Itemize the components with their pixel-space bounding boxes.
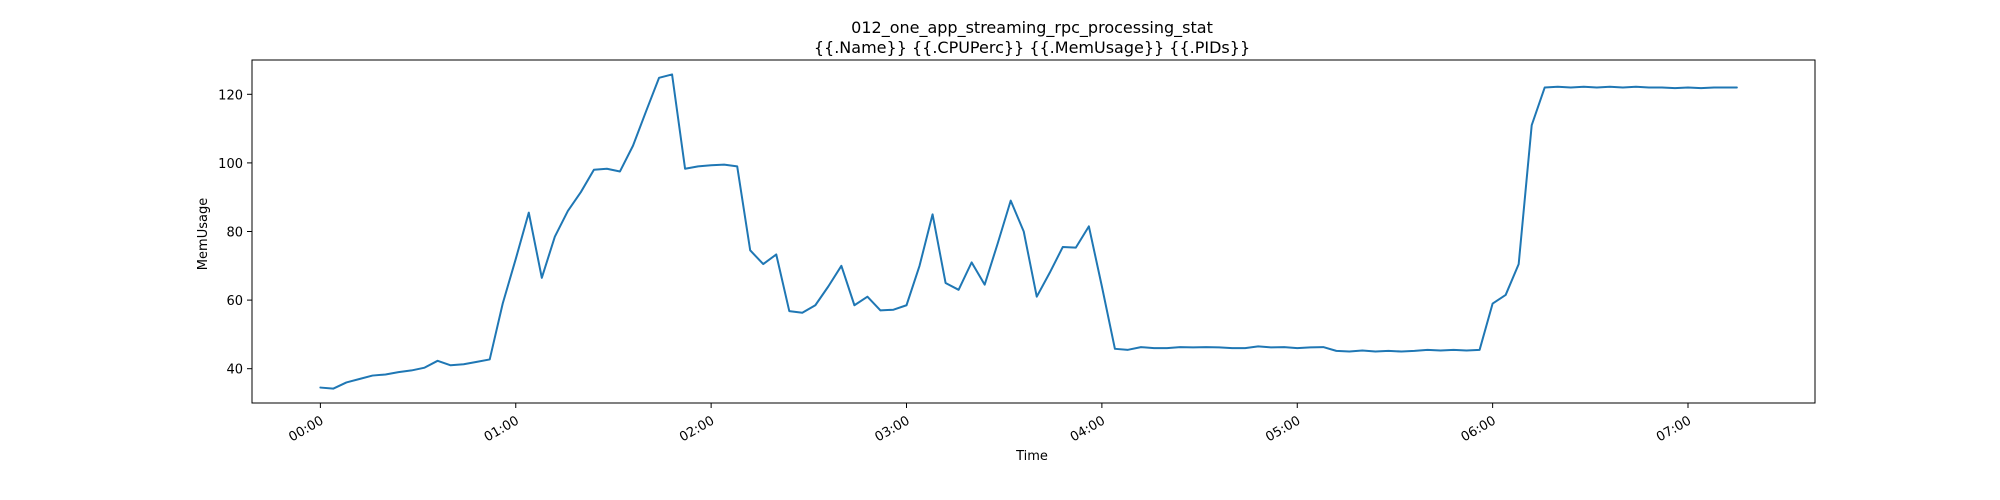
x-axis-ticks: 00:00 01:00 02:00 03:00 04:00 05:00 06:00 07:00: [286, 403, 1694, 445]
y-tick-label: 120: [218, 88, 243, 103]
y-tick-label: 80: [226, 226, 243, 241]
y-axis-ticks: 40 60 80 100 120: [218, 88, 252, 378]
plot-area: [251, 59, 1816, 404]
x-tick-label: 04:00: [1068, 413, 1108, 445]
x-tick-label: 07:00: [1654, 413, 1694, 445]
chart-title: 012_one_app_streaming_rpc_processing_sta…: [851, 18, 1213, 38]
x-tick-label: 00:00: [286, 413, 326, 445]
x-tick-label: 01:00: [482, 413, 522, 445]
x-axis-label: Time: [1015, 449, 1048, 464]
x-tick-label: 05:00: [1263, 413, 1303, 445]
chart-subtitle: {{.Name}} {{.CPUPerc}} {{.MemUsage}} {{.…: [814, 38, 1250, 57]
x-tick-label: 03:00: [873, 413, 913, 445]
series-line: [319, 73, 1738, 390]
x-tick-label: 02:00: [677, 413, 717, 445]
y-tick-label: 40: [226, 363, 243, 378]
y-tick-label: 60: [226, 294, 243, 309]
y-tick-label: 100: [218, 157, 243, 172]
x-tick-label: 06:00: [1459, 413, 1499, 445]
y-axis-label: MemUsage: [196, 198, 211, 270]
